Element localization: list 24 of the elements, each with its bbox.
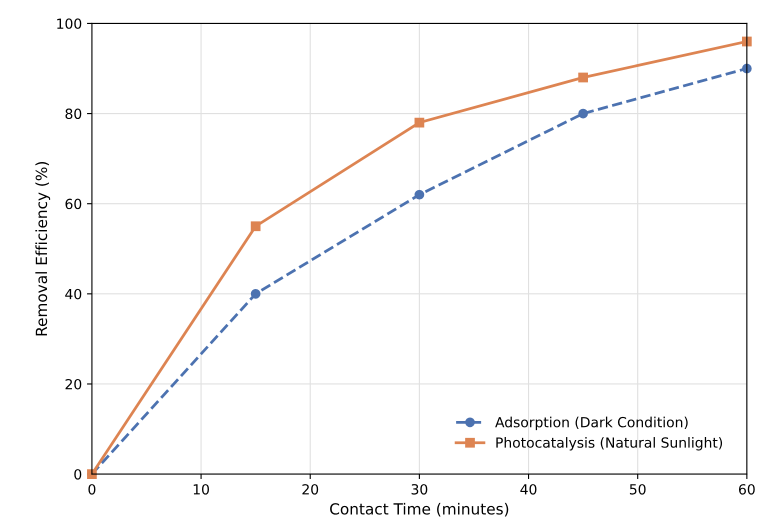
y-tick-label: 80 bbox=[65, 108, 82, 120]
x-tick-label: 50 bbox=[630, 484, 646, 495]
point bbox=[742, 36, 752, 46]
point bbox=[578, 72, 588, 82]
y-axis-title: Removal Efficiency (%) bbox=[35, 162, 50, 336]
point bbox=[414, 190, 424, 200]
point bbox=[414, 118, 424, 128]
x-tick-label: 40 bbox=[520, 484, 536, 495]
y-tick-label: 100 bbox=[57, 18, 82, 29]
legend-label: Adsorption (Dark Condition) bbox=[495, 416, 688, 430]
x-axis-title: Contact Time (minutes) bbox=[330, 502, 508, 516]
x-tick-label: 30 bbox=[412, 484, 428, 495]
y-tick-label: 40 bbox=[65, 288, 82, 300]
point bbox=[250, 288, 261, 299]
legend-label: Photocatalysis (Natural Sunlight) bbox=[496, 437, 722, 450]
x-tick-label: 20 bbox=[302, 484, 318, 495]
point bbox=[250, 221, 261, 232]
x-tick-label: 0 bbox=[88, 484, 96, 495]
y-tick-label: 0 bbox=[74, 469, 82, 480]
y-tick-label: 20 bbox=[66, 378, 82, 390]
y-tick-label: 60 bbox=[65, 198, 82, 210]
point bbox=[578, 108, 588, 118]
x-tick-label: 60 bbox=[738, 484, 755, 495]
x-tick-label: 10 bbox=[194, 484, 209, 495]
